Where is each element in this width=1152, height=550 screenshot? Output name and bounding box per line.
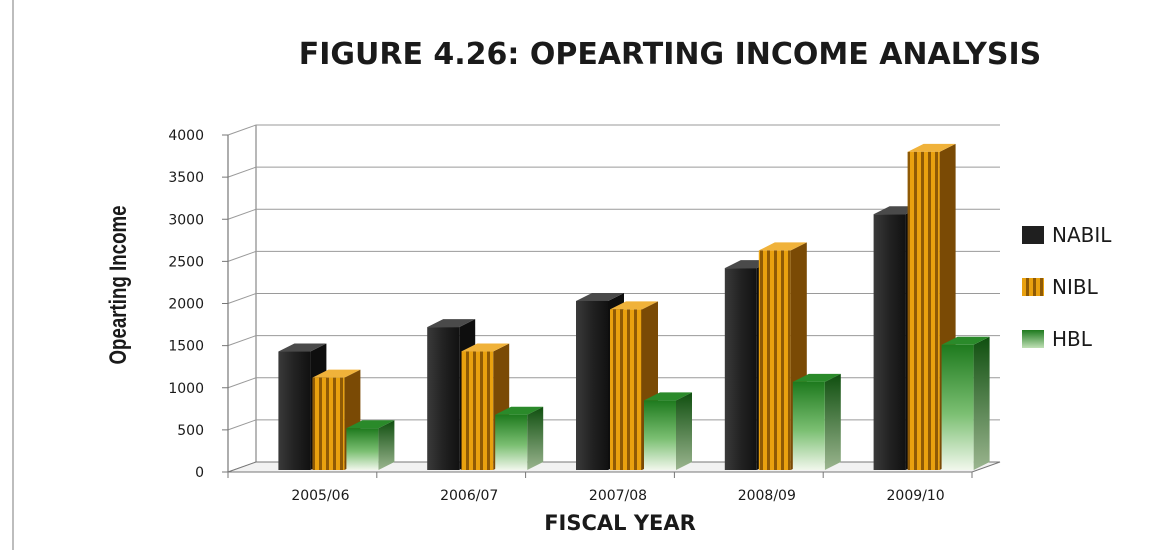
bar-nibl (461, 351, 494, 470)
y-axis-label: Opearting Income (105, 205, 132, 364)
bar-side-hbl (527, 406, 544, 470)
y-tick-label: 3500 (168, 170, 204, 186)
x-tick-label: 2005/06 (291, 488, 349, 504)
legend-label-nabil: NABIL (1052, 223, 1112, 247)
bar-nibl (907, 151, 940, 470)
y-tick-label: 500 (177, 423, 204, 439)
x-tick-label: 2007/08 (589, 488, 647, 504)
bar-top-nabil (576, 292, 624, 301)
y-tick-label: 2000 (168, 297, 204, 313)
x-tick-label: 2006/07 (440, 488, 498, 504)
bar-top-nibl (610, 301, 658, 310)
bar-side-hbl (824, 373, 841, 470)
bar-nibl (758, 250, 791, 470)
gridline-diagonal (227, 335, 257, 347)
bar-hbl (346, 428, 379, 470)
bar-layer (278, 143, 990, 470)
legend-label-hbl: HBL (1052, 327, 1093, 351)
bar-top-hbl (644, 392, 692, 401)
y-tick-label: 3000 (168, 212, 204, 228)
gridline-diagonal (227, 166, 257, 178)
bar-nabil (724, 268, 757, 470)
bar-top-hbl (792, 373, 841, 382)
gridline-diagonal (227, 377, 257, 389)
gridline-diagonal (227, 124, 257, 136)
bar-nabil (427, 327, 460, 470)
x-tick-label: 2009/10 (887, 488, 945, 504)
bar-hbl (495, 414, 528, 470)
legend-swatch-hbl (1022, 330, 1044, 348)
bar-top-nibl (907, 143, 956, 152)
x-axis-label: FISCAL YEAR (544, 511, 696, 535)
gridline-diagonal (227, 208, 257, 220)
legend-swatch-nabil (1022, 226, 1044, 244)
bar-top-hbl (495, 406, 544, 415)
bar-side-hbl (973, 336, 990, 470)
bar-top-nabil (427, 319, 476, 328)
gridline-diagonal (227, 293, 257, 304)
bar-side-hbl (676, 392, 692, 470)
legend-swatch-nibl (1022, 278, 1044, 296)
y-tick-label: 1500 (168, 339, 204, 355)
bar-top-nibl (758, 242, 807, 251)
y-tick-label: 0 (195, 465, 204, 481)
gridline-diagonal (227, 419, 257, 431)
y-tick-label: 1000 (168, 381, 204, 397)
legend: NABIL NIBL HBL (1022, 223, 1112, 351)
bar-hbl (941, 344, 974, 470)
bar-top-nabil (278, 343, 327, 352)
gridline-diagonal (227, 250, 257, 262)
bar-nibl (610, 309, 642, 470)
bar-top-nibl (312, 369, 361, 378)
bar-top-hbl (346, 420, 395, 429)
chart-title: FIGURE 4.26: OPEARTING INCOME ANALYSIS (299, 37, 1042, 72)
y-tick-label: 4000 (168, 128, 204, 144)
y-tick-label: 2500 (168, 254, 204, 270)
bar-side-hbl (378, 420, 395, 470)
x-tick-label: 2008/09 (738, 488, 796, 504)
bar-nabil (873, 214, 906, 470)
bar-nabil (278, 351, 311, 470)
left-border-line (12, 0, 14, 550)
bar-top-nibl (461, 343, 510, 352)
bar-hbl (792, 381, 825, 470)
legend-label-nibl: NIBL (1052, 275, 1099, 299)
bar-nibl (312, 377, 345, 470)
bar-hbl (644, 400, 676, 470)
bar-nabil (576, 300, 608, 470)
bar-top-hbl (941, 336, 990, 345)
